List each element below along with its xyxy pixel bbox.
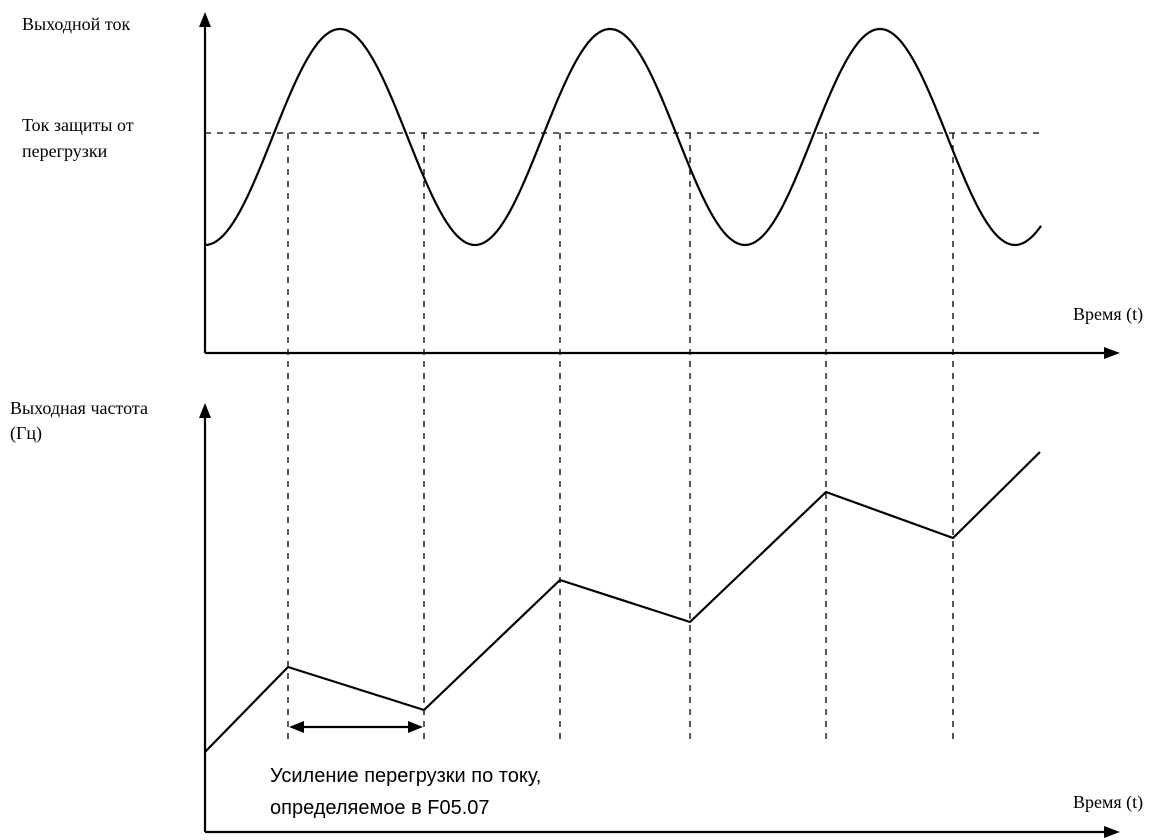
top-plot: Выходной ток Ток защиты от перегрузки Вр…	[22, 12, 1143, 359]
bottom-x-axis-arrow-icon	[1104, 826, 1120, 838]
top-x-axis-arrow-icon	[1104, 347, 1120, 359]
arrow-left-icon	[289, 721, 304, 733]
output-current-wave	[204, 27, 1042, 247]
crossing-guides	[287, 133, 954, 740]
threshold-label-line2: перегрузки	[22, 141, 108, 161]
bottom-plot: Выходная частота (Гц) Время (t) Усиление…	[10, 398, 1143, 838]
top-x-axis-label: Время (t)	[1073, 304, 1143, 325]
output-frequency-line	[204, 451, 1041, 753]
annotation-line2: определяемое в F05.07	[270, 797, 490, 819]
threshold-label-line1: Ток защиты от	[22, 115, 134, 135]
bottom-y-axis-arrow-icon	[199, 403, 211, 418]
arrow-right-icon	[408, 721, 423, 733]
top-y-axis-arrow-icon	[199, 12, 211, 27]
bottom-x-axis-label: Время (t)	[1073, 792, 1143, 813]
annotation-line1: Усиление перегрузки по току,	[270, 765, 541, 787]
bottom-y-axis-label-line1: Выходная частота	[10, 398, 148, 418]
top-y-axis-label: Выходной ток	[22, 14, 130, 34]
bottom-y-axis-label-line2: (Гц)	[10, 423, 42, 444]
